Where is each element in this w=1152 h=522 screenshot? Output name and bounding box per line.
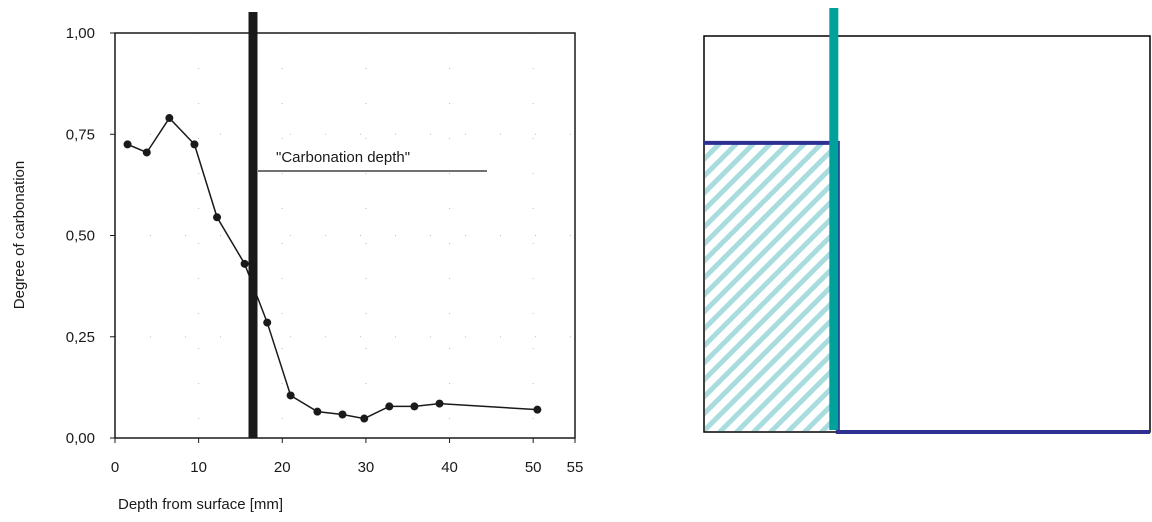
data-point xyxy=(360,414,369,423)
x-tick-label: 0 xyxy=(111,459,119,476)
x-tick-label: 30 xyxy=(358,459,375,476)
x-axis-label: Depth from surface [mm] xyxy=(118,496,283,513)
data-point xyxy=(213,213,222,222)
x-tick-label: 10 xyxy=(190,459,207,476)
y-ticks: 0,00 0,25 0,50 0,75 1,00 xyxy=(66,25,115,447)
data-point xyxy=(435,399,444,408)
data-point xyxy=(190,140,199,149)
x-tick-label: 55 xyxy=(567,459,584,476)
data-point xyxy=(286,391,295,400)
carbonated-hatch-area xyxy=(705,142,838,432)
points-layer xyxy=(123,114,542,423)
step-diagram xyxy=(703,8,1151,434)
data-point xyxy=(410,402,419,411)
y-tick-label: 0,25 xyxy=(66,329,95,346)
x-tick-label: 40 xyxy=(441,459,458,476)
data-point xyxy=(385,402,394,411)
plot-frame xyxy=(114,32,576,439)
data-point xyxy=(142,148,151,157)
y-tick-label: 1,00 xyxy=(66,25,95,42)
y-tick-label: 0,50 xyxy=(66,228,95,245)
carbonation-chart: 0 10 20 30 40 50 55 0,00 0,25 0,50 0,75 1,00 "Carb… xyxy=(11,12,584,513)
data-point xyxy=(338,410,347,419)
data-point xyxy=(165,114,174,123)
data-point xyxy=(123,140,132,149)
y-axis-label: Degree of carbonation xyxy=(11,161,28,309)
y-tick-label: 0,75 xyxy=(66,126,95,143)
data-point xyxy=(313,407,322,416)
annotation-label: "Carbonation depth" xyxy=(276,149,410,166)
data-point xyxy=(533,405,542,414)
data-point xyxy=(263,318,272,327)
y-tick-label: 0,00 xyxy=(66,430,95,447)
data-point xyxy=(240,259,249,268)
x-tick-label: 50 xyxy=(525,459,542,476)
x-ticks: 0 10 20 30 40 50 55 xyxy=(111,438,584,476)
grid xyxy=(115,33,575,438)
x-tick-label: 20 xyxy=(274,459,291,476)
marker-line-layer xyxy=(248,12,258,438)
carbonation-depth-marker xyxy=(248,12,258,438)
